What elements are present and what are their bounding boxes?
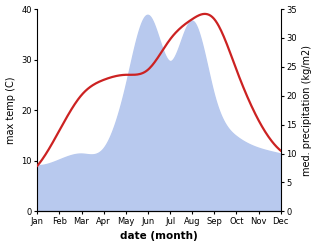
Y-axis label: med. precipitation (kg/m2): med. precipitation (kg/m2): [302, 45, 313, 176]
Y-axis label: max temp (C): max temp (C): [5, 76, 16, 144]
X-axis label: date (month): date (month): [120, 231, 198, 242]
